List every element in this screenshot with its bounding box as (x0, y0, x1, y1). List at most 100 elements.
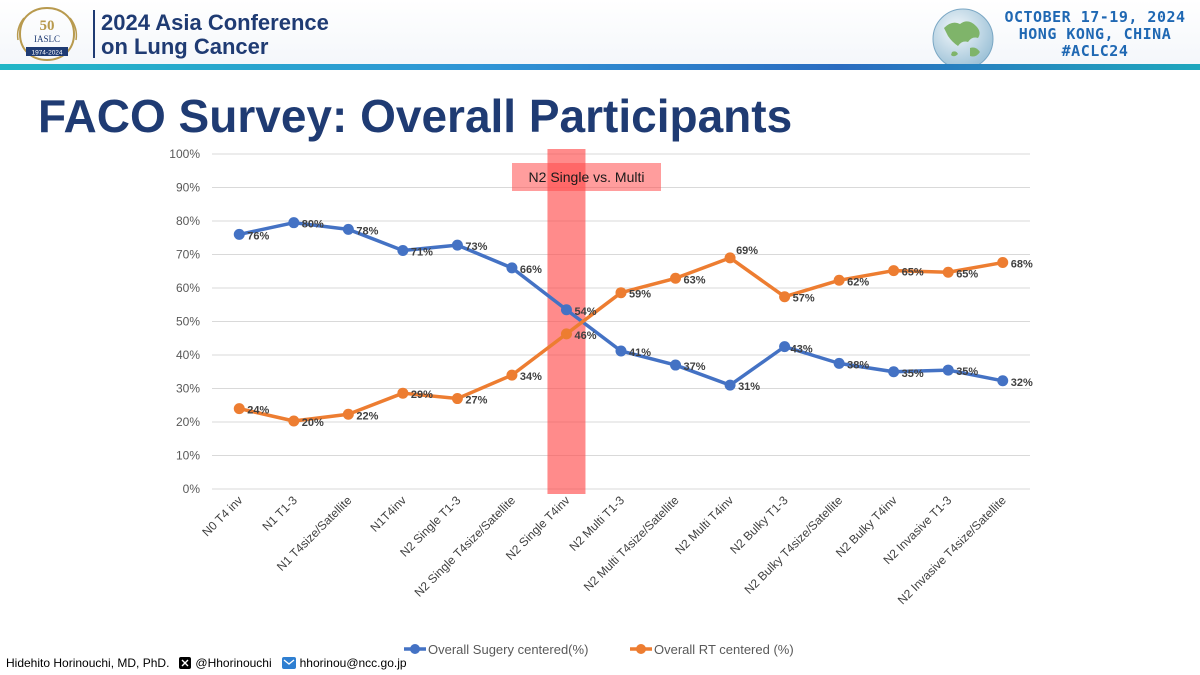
event-info: OCTOBER 17-19, 2024 HONG KONG, CHINA #AC… (1000, 9, 1190, 60)
y-tick-label: 100% (169, 147, 200, 161)
data-label: 76% (247, 230, 269, 242)
data-point (888, 366, 900, 378)
data-point (342, 408, 354, 420)
data-point (779, 291, 791, 303)
data-point (397, 244, 409, 256)
x-tick-label: N2 Bulky T4size/Satellite (742, 493, 846, 597)
x-tick-label: N2 Multi T1-3 (566, 493, 627, 554)
x-tick-label: N2 Multi T4size/Satellite (581, 493, 682, 594)
data-point (670, 359, 682, 371)
data-label: 35% (902, 368, 924, 380)
x-tick-label: N0 T4 inv (199, 493, 245, 539)
logo-org: IASLC (34, 34, 60, 44)
banner-stripe (0, 64, 1200, 70)
y-tick-label: 80% (176, 214, 200, 228)
y-tick-label: 40% (176, 348, 200, 362)
data-label: 73% (465, 241, 487, 253)
x-handle[interactable]: @Hhorinouchi (195, 656, 272, 670)
data-point (397, 387, 409, 399)
logo-years: 1974-2024 (31, 50, 62, 57)
series-group (233, 217, 1009, 427)
y-axis-ticks: 0% 10% 20% 30% 40% 50% 60% 70% 80% 90% 100% (169, 147, 200, 496)
data-label: 31% (738, 381, 760, 393)
data-label: 63% (684, 274, 706, 286)
data-label: 27% (465, 395, 487, 407)
x-tick-label: N1T4inv (367, 493, 408, 534)
data-label: 80% (302, 219, 324, 231)
data-point (451, 239, 463, 251)
data-label: 32% (1011, 377, 1033, 389)
data-point (942, 266, 954, 278)
series-line (237, 220, 1005, 387)
y-tick-label: 30% (176, 382, 200, 396)
data-label: 34% (520, 371, 542, 383)
data-point (233, 228, 245, 240)
data-label: 78% (356, 225, 378, 237)
chart-legend: Overall Sugery centered(%) Overall RT cen… (404, 642, 794, 657)
data-point (288, 415, 300, 427)
y-tick-label: 0% (183, 482, 201, 496)
data-label: 20% (302, 417, 324, 429)
data-label: 22% (356, 410, 378, 422)
data-label: 24% (247, 405, 269, 417)
slide-title: FACO Survey: Overall Participants (38, 90, 793, 142)
data-point (288, 217, 300, 229)
legend-swatch-marker (410, 644, 420, 654)
data-label: 38% (847, 359, 869, 371)
data-label: 54% (574, 306, 596, 318)
data-point (506, 369, 518, 381)
x-axis-ticks: N0 T4 inv N1 T1-3N1 T4size/Satellite N1T4i… (199, 493, 1009, 607)
data-label: 65% (956, 268, 978, 280)
x-tick-label: N1 T1-3 (260, 493, 301, 534)
data-point (451, 393, 463, 405)
y-tick-label: 70% (176, 248, 200, 262)
x-logo-icon (179, 657, 192, 669)
data-label: 35% (956, 366, 978, 378)
highlight-label-box (512, 163, 661, 191)
highlight-label: N2 Single vs. Multi (529, 169, 645, 185)
data-label: 29% (411, 389, 433, 401)
x-tick-label: N2 Invasive T4size/Satellite (895, 493, 1009, 607)
email-icon (281, 657, 296, 669)
event-location: HONG KONG, CHINA (1018, 25, 1172, 43)
data-point (997, 375, 1009, 387)
data-point (779, 341, 791, 353)
data-label: 57% (793, 293, 815, 305)
data-label: 46% (574, 330, 596, 342)
event-hashtag: #ACLC24 (1061, 42, 1129, 60)
data-label: 71% (411, 246, 433, 258)
legend-swatch-marker (636, 644, 646, 654)
data-label: 65% (902, 267, 924, 279)
iaslc-50th-anniversary-logo: 50 IASLC 1974-2024 (16, 6, 78, 62)
series-line (237, 256, 1005, 423)
y-tick-label: 50% (176, 315, 200, 329)
data-point (724, 379, 736, 391)
x-tick-label: N2 Single T4size/Satellite (412, 493, 519, 600)
data-label: 43% (791, 344, 813, 356)
conference-title: 2024 Asia Conference on Lung Cancer (101, 11, 329, 59)
data-point (724, 252, 736, 264)
data-point (233, 403, 245, 415)
data-point (342, 223, 354, 235)
y-tick-label: 20% (176, 415, 200, 429)
data-point (888, 265, 900, 277)
data-point (506, 262, 518, 274)
data-label: 41% (629, 347, 651, 359)
conference-banner: 50 IASLC 1974-2024 2024 Asia Conference … (0, 0, 1200, 70)
data-point (560, 328, 572, 340)
y-tick-label: 90% (176, 181, 200, 195)
email-address[interactable]: hhorinou@ncc.go.jp (299, 656, 407, 670)
data-label: 66% (520, 264, 542, 276)
footer: Hidehito Horinouchi, MD, PhD. @Hhorinouc… (6, 654, 407, 672)
data-label: 59% (629, 289, 651, 301)
data-label: 69% (736, 245, 758, 257)
data-point (615, 287, 627, 299)
data-point (942, 364, 954, 376)
data-point (615, 345, 627, 357)
data-labels: 76% 80% 78% 71% 73% 66% 54% 41% 37% 31% 43% 38% 35% 3… (247, 219, 1033, 429)
data-label: 62% (847, 276, 869, 288)
data-label: 68% (1011, 259, 1033, 271)
banner-divider (93, 10, 95, 58)
conference-title-line2: on Lung Cancer (101, 34, 269, 59)
